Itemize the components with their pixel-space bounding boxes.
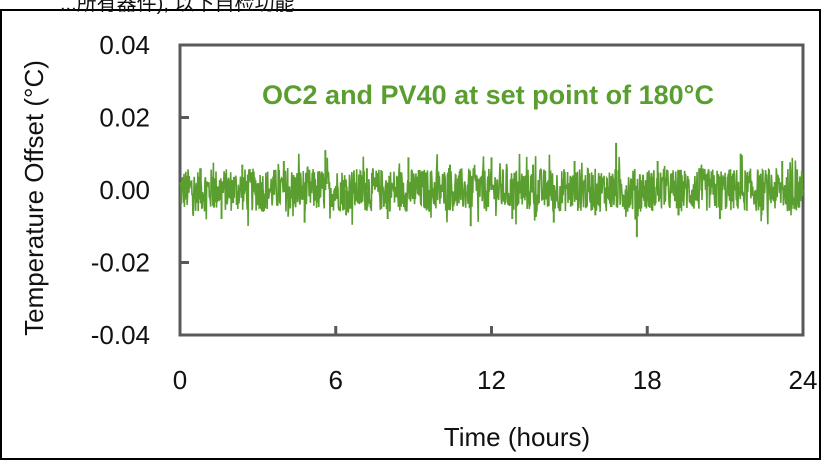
figure-border (0, 9, 821, 460)
y-tick-label: -0.02 (91, 248, 150, 278)
y-tick-label: 0.02 (99, 103, 150, 133)
chart-title: OC2 and PV40 at set point of 180°C (262, 80, 714, 110)
y-tick-label: 0.04 (99, 30, 150, 60)
y-axis-label: Temperature Offset (°C) (19, 60, 49, 336)
x-tick-label: 18 (633, 365, 662, 395)
y-tick-label: 0.00 (99, 175, 150, 205)
x-axis-ticks: 0 6 12 18 24 (173, 326, 818, 395)
x-tick-label: 6 (329, 365, 343, 395)
x-axis-label: Time (hours) (444, 422, 590, 452)
x-tick-label: 0 (173, 365, 187, 395)
x-tick-label: 24 (789, 365, 818, 395)
y-tick-label: -0.04 (91, 320, 150, 350)
y-axis-ticks: 0.04 0.02 0.00 -0.02 -0.04 (91, 30, 189, 350)
series-layer (179, 142, 804, 238)
header-snippet: ...所有器件), 以下自检功能 (60, 0, 294, 15)
x-tick-label: 12 (477, 365, 506, 395)
